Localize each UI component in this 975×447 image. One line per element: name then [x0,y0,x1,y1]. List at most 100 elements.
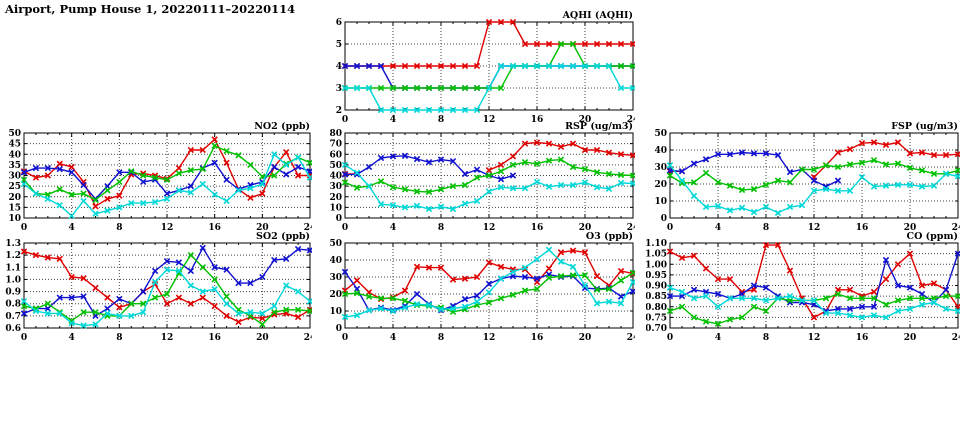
o3-ytick-label: 20 [329,290,342,300]
co-ytick-label: 0.70 [646,324,667,334]
co-ytick-label: 0.85 [646,292,667,302]
co-ytick-label: 0.90 [646,282,667,292]
o3-xtick-label: 12 [483,333,496,343]
no2-title: NO2 (ppb) [254,121,310,132]
so2-xtick-label: 4 [69,333,75,343]
so2-xtick-label: 12 [161,333,174,343]
fsp-xtick-label: 4 [715,223,721,233]
no2-xtick-label: 0 [21,223,27,233]
no2-xtick-label: 8 [116,223,122,233]
o3-ytick-label: 50 [329,239,342,249]
co-ytick-label: 1.05 [646,250,667,260]
page-title: Airport, Pump House 1, 20220111–20220114 [5,2,296,16]
aqhi-ytick-label: 6 [336,18,342,28]
so2-xtick-label: 0 [21,333,27,343]
so2-xtick-label: 16 [208,333,221,343]
aqhi-xtick-label: 4 [390,115,396,125]
rsp-series-green [341,156,635,196]
fsp-xtick-label: 16 [856,223,869,233]
fsp-ytick-label: 50 [654,129,667,139]
aqhi-xtick-label: 24 [627,115,635,125]
so2-ytick-label: 0.9 [5,288,21,298]
co-plot-svg: 0.700.750.800.850.900.951.001.051.10 0 4 8 1… [646,231,960,343]
so2-xtick-label: 8 [116,333,122,343]
no2-ytick-label: 35 [8,161,21,171]
co-xtick-label: 20 [904,333,917,343]
co-xtick-label: 0 [667,333,673,343]
rsp-xtick-label: 4 [390,223,396,233]
no2-ytick-label: 45 [8,140,21,150]
co-series-red [666,241,960,321]
no2-ytick-label: 25 [8,182,21,192]
co-title: CO (ppm) [907,231,958,242]
fsp-xtick-label: 12 [808,223,821,233]
so2-title: SO2 (ppb) [256,231,310,242]
fsp-ytick-label: 20 [654,180,667,190]
so2-series-cyan [20,266,312,329]
so2-ytick-label: 1.2 [5,251,21,261]
fsp-xtick-label: 20 [904,223,917,233]
rsp-ytick-label: 80 [329,129,342,139]
rsp-xtick-label: 24 [627,223,635,233]
o3-ytick-label: 10 [329,307,342,317]
co-xtick-label: 12 [808,333,821,343]
rsp-title: RSP (ug/m3) [565,121,633,132]
so2-plot-svg: 0.6 0.7 0.8 0.9 1.0 1.1 1.2 1.3 0 4 8 12 16 20 24 SO2 (… [5,231,312,343]
aqhi-xtick-label: 8 [438,115,444,125]
rsp-xtick-label: 0 [342,223,348,233]
rsp-xtick-label: 12 [483,223,496,233]
rsp-ytick-label: 60 [329,150,342,160]
aqhi-plot-svg: 2 3 4 5 6 0 4 8 12 16 20 24 AQHI (AQHI) [336,10,635,125]
rsp-plot-svg: 0102030405060708004812162024RSP (ug/m3) [329,121,635,233]
no2-xtick-label: 24 [304,223,312,233]
o3-xtick-label: 16 [531,333,544,343]
co-ytick-label: 1.00 [646,260,667,270]
so2-series-red [20,248,312,326]
o3-xtick-label: 24 [627,333,635,343]
fsp-chart: 0 10 20 30 40 50 0 4 8 12 16 20 24 FSP (ug/m3) [646,119,960,234]
so2-xtick-label: 24 [304,333,312,343]
no2-xtick-label: 16 [208,223,221,233]
fsp-series-green [666,157,960,194]
so2-ytick-label: 1.3 [5,239,21,249]
fsp-plot-svg: 0 10 20 30 40 50 0 4 8 12 16 20 24 FSP (ug/m3) [654,121,960,233]
fsp-ytick-label: 30 [654,163,667,173]
aqhi-xtick-label: 16 [531,115,544,125]
aqhi-ytick-label: 3 [336,84,342,94]
o3-ytick-label: 40 [329,256,342,266]
so2-series-green [20,251,312,328]
rsp-ytick-label: 0 [336,214,342,224]
no2-xtick-label: 20 [256,223,269,233]
rsp-ytick-label: 20 [329,193,342,203]
rsp-series-cyan [341,161,635,213]
no2-series-cyan [20,151,312,220]
rsp-xtick-label: 20 [579,223,592,233]
rsp-ytick-label: 10 [329,203,342,213]
so2-xtick-label: 20 [256,333,269,343]
o3-series-cyan [341,246,635,321]
rsp-ytick-label: 30 [329,182,342,192]
co-xtick-label: 24 [952,333,960,343]
no2-ytick-label: 20 [8,193,21,203]
aqhi-title: AQHI (AQHI) [562,10,633,21]
rsp-xtick-label: 16 [531,223,544,233]
aqhi-chart: 2 3 4 5 6 0 4 8 12 16 20 24 AQHI (AQHI) [321,8,635,126]
aqhi-xtick-label: 20 [579,115,592,125]
co-series-cyan [666,284,960,321]
o3-plot-svg: 0 10 20 30 40 50 0 4 8 12 16 20 24 O3 (ppb) [329,231,635,343]
no2-ytick-label: 50 [8,129,21,139]
o3-xtick-label: 0 [342,333,348,343]
rsp-chart: 0102030405060708004812162024RSP (ug/m3) [321,119,635,234]
no2-ytick-label: 15 [8,203,21,213]
fsp-ytick-label: 0 [661,214,667,224]
co-ytick-label: 0.80 [646,303,667,313]
fsp-ytick-label: 10 [654,197,667,207]
rsp-xtick-label: 8 [438,223,444,233]
no2-ytick-label: 10 [8,214,21,224]
no2-ytick-label: 30 [8,172,21,182]
aqhi-ytick-label: 4 [336,62,342,72]
so2-chart: 0.6 0.7 0.8 0.9 1.0 1.1 1.2 1.3 0 4 8 12 16 20 24 SO2 (… [0,229,312,344]
co-xtick-label: 4 [715,333,721,343]
fsp-series-cyan [666,162,960,217]
co-xtick-label: 8 [763,333,769,343]
